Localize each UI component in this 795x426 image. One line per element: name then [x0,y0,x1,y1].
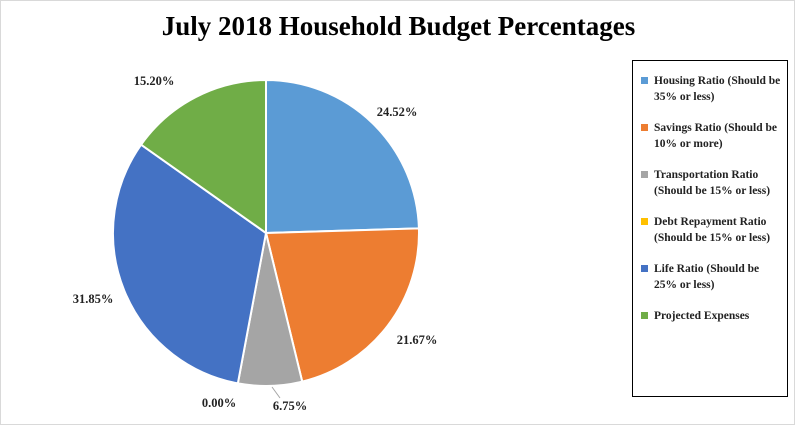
legend-swatch [641,124,648,131]
legend-label: Savings Ratio (Should be 10% or more) [654,122,778,150]
legend-item: Debt Repayment Ratio (Should be 15% or l… [641,214,781,246]
data-label-savings-ratio: 21.67% [397,333,438,347]
legend-label: Transportation Ratio (Should be 15% or l… [654,169,771,197]
pie-slice-life-ratio [112,143,268,385]
legend-item: Projected Expenses [641,308,781,324]
legend-swatch [641,265,648,272]
data-label-projected-expenses: 15.20% [134,74,175,88]
legend-item: Savings Ratio (Should be 10% or more) [641,120,781,152]
legend-swatch [641,171,648,178]
chart-title: July 2018 Household Budget Percentages [161,11,636,41]
legend-swatch [641,218,648,225]
legend-item: Life Ratio (Should be 25% or less) [641,261,781,293]
data-label-transportation-ratio: 6.75% [273,399,307,413]
legend-item: Transportation Ratio (Should be 15% or l… [641,167,781,199]
legend-swatch [641,77,648,84]
data-label-life-ratio: 31.85% [73,292,114,306]
legend-item: Housing Ratio (Should be 35% or less) [641,73,781,105]
legend-label: Projected Expenses [654,310,750,322]
pie-slice-projected-expenses [139,78,267,235]
legend: Housing Ratio (Should be 35% or less) Sav… [632,60,788,397]
data-label-debt-repayment: 0.00% [202,396,236,410]
pie-slice-savings-ratio [264,227,420,383]
data-label-housing-ratio: 24.52% [377,105,418,119]
legend-label: Housing Ratio (Should be 35% or less) [654,75,781,103]
legend-label: Debt Repayment Ratio (Should be 15% or l… [654,216,771,244]
legend-swatch [641,312,648,319]
pie-slice-housing-ratio [265,78,420,235]
legend-label: Life Ratio (Should be 25% or less) [654,263,760,291]
leader-line-transportation [271,386,281,399]
